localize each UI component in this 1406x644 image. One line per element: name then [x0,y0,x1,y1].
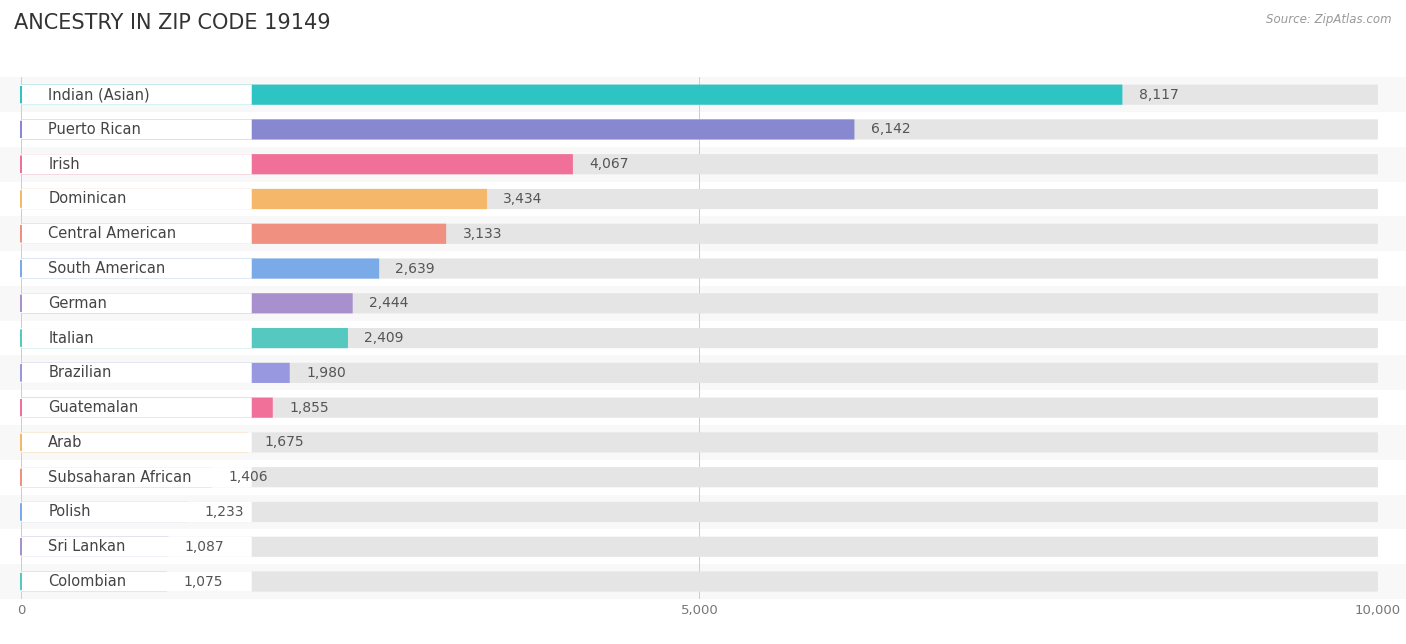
Text: Dominican: Dominican [48,191,127,207]
FancyBboxPatch shape [21,293,1378,314]
FancyBboxPatch shape [21,467,212,488]
Text: Subsaharan African: Subsaharan African [48,469,191,485]
FancyBboxPatch shape [21,397,252,418]
Bar [0,182,1406,216]
Text: 6,142: 6,142 [870,122,910,137]
Text: German: German [48,296,107,311]
Text: 4,067: 4,067 [589,157,628,171]
FancyBboxPatch shape [21,119,855,140]
FancyBboxPatch shape [21,258,1378,279]
Text: Sri Lankan: Sri Lankan [48,539,125,554]
Text: Puerto Rican: Puerto Rican [48,122,141,137]
FancyBboxPatch shape [21,571,252,592]
Text: Irish: Irish [48,156,80,172]
FancyBboxPatch shape [21,258,252,279]
Text: Indian (Asian): Indian (Asian) [48,87,150,102]
Bar [0,564,1406,599]
Text: Arab: Arab [48,435,83,450]
FancyBboxPatch shape [21,536,169,557]
Bar [0,529,1406,564]
FancyBboxPatch shape [21,328,347,348]
Bar [0,77,1406,112]
Text: ANCESTRY IN ZIP CODE 19149: ANCESTRY IN ZIP CODE 19149 [14,13,330,33]
Text: 1,406: 1,406 [228,470,267,484]
Bar [0,390,1406,425]
FancyBboxPatch shape [21,363,1378,383]
Text: Polish: Polish [48,504,91,520]
Bar [0,425,1406,460]
FancyBboxPatch shape [21,571,167,592]
FancyBboxPatch shape [21,397,273,418]
FancyBboxPatch shape [21,467,1378,488]
Text: South American: South American [48,261,166,276]
Text: 1,233: 1,233 [205,505,245,519]
FancyBboxPatch shape [21,154,572,175]
Text: 2,444: 2,444 [368,296,408,310]
Text: Guatemalan: Guatemalan [48,400,138,415]
Text: 3,133: 3,133 [463,227,502,241]
FancyBboxPatch shape [21,293,353,314]
FancyBboxPatch shape [21,328,1378,348]
FancyBboxPatch shape [21,363,290,383]
Text: Source: ZipAtlas.com: Source: ZipAtlas.com [1267,13,1392,26]
Bar [0,147,1406,182]
Text: 2,409: 2,409 [364,331,404,345]
FancyBboxPatch shape [21,223,446,244]
FancyBboxPatch shape [21,536,252,557]
FancyBboxPatch shape [21,432,1378,453]
FancyBboxPatch shape [21,189,252,209]
FancyBboxPatch shape [21,189,486,209]
FancyBboxPatch shape [21,84,252,105]
FancyBboxPatch shape [21,154,1378,175]
FancyBboxPatch shape [21,258,380,279]
FancyBboxPatch shape [21,432,252,453]
FancyBboxPatch shape [21,189,1378,209]
Bar [0,286,1406,321]
FancyBboxPatch shape [21,154,252,175]
FancyBboxPatch shape [21,502,1378,522]
Text: Brazilian: Brazilian [48,365,111,381]
FancyBboxPatch shape [21,502,252,522]
FancyBboxPatch shape [21,571,1378,592]
FancyBboxPatch shape [21,84,1122,105]
FancyBboxPatch shape [21,223,252,244]
FancyBboxPatch shape [21,84,1378,105]
FancyBboxPatch shape [21,119,1378,140]
FancyBboxPatch shape [21,467,252,488]
Bar [0,321,1406,355]
Bar [0,355,1406,390]
FancyBboxPatch shape [21,432,249,453]
Text: 1,855: 1,855 [290,401,329,415]
FancyBboxPatch shape [21,119,252,140]
FancyBboxPatch shape [21,397,1378,418]
Text: 1,980: 1,980 [307,366,346,380]
Bar [0,216,1406,251]
FancyBboxPatch shape [21,223,1378,244]
Text: 1,675: 1,675 [264,435,304,450]
Bar [0,112,1406,147]
FancyBboxPatch shape [21,536,1378,557]
Text: Italian: Italian [48,330,94,346]
Text: 8,117: 8,117 [1139,88,1178,102]
FancyBboxPatch shape [21,502,188,522]
Text: 1,087: 1,087 [184,540,225,554]
FancyBboxPatch shape [21,363,252,383]
FancyBboxPatch shape [21,328,252,348]
Text: 1,075: 1,075 [183,574,222,589]
Text: 3,434: 3,434 [503,192,543,206]
Bar [0,460,1406,495]
Bar [0,495,1406,529]
Text: 2,639: 2,639 [395,261,434,276]
Text: Central American: Central American [48,226,176,242]
Text: Colombian: Colombian [48,574,127,589]
FancyBboxPatch shape [21,293,252,314]
Bar [0,251,1406,286]
